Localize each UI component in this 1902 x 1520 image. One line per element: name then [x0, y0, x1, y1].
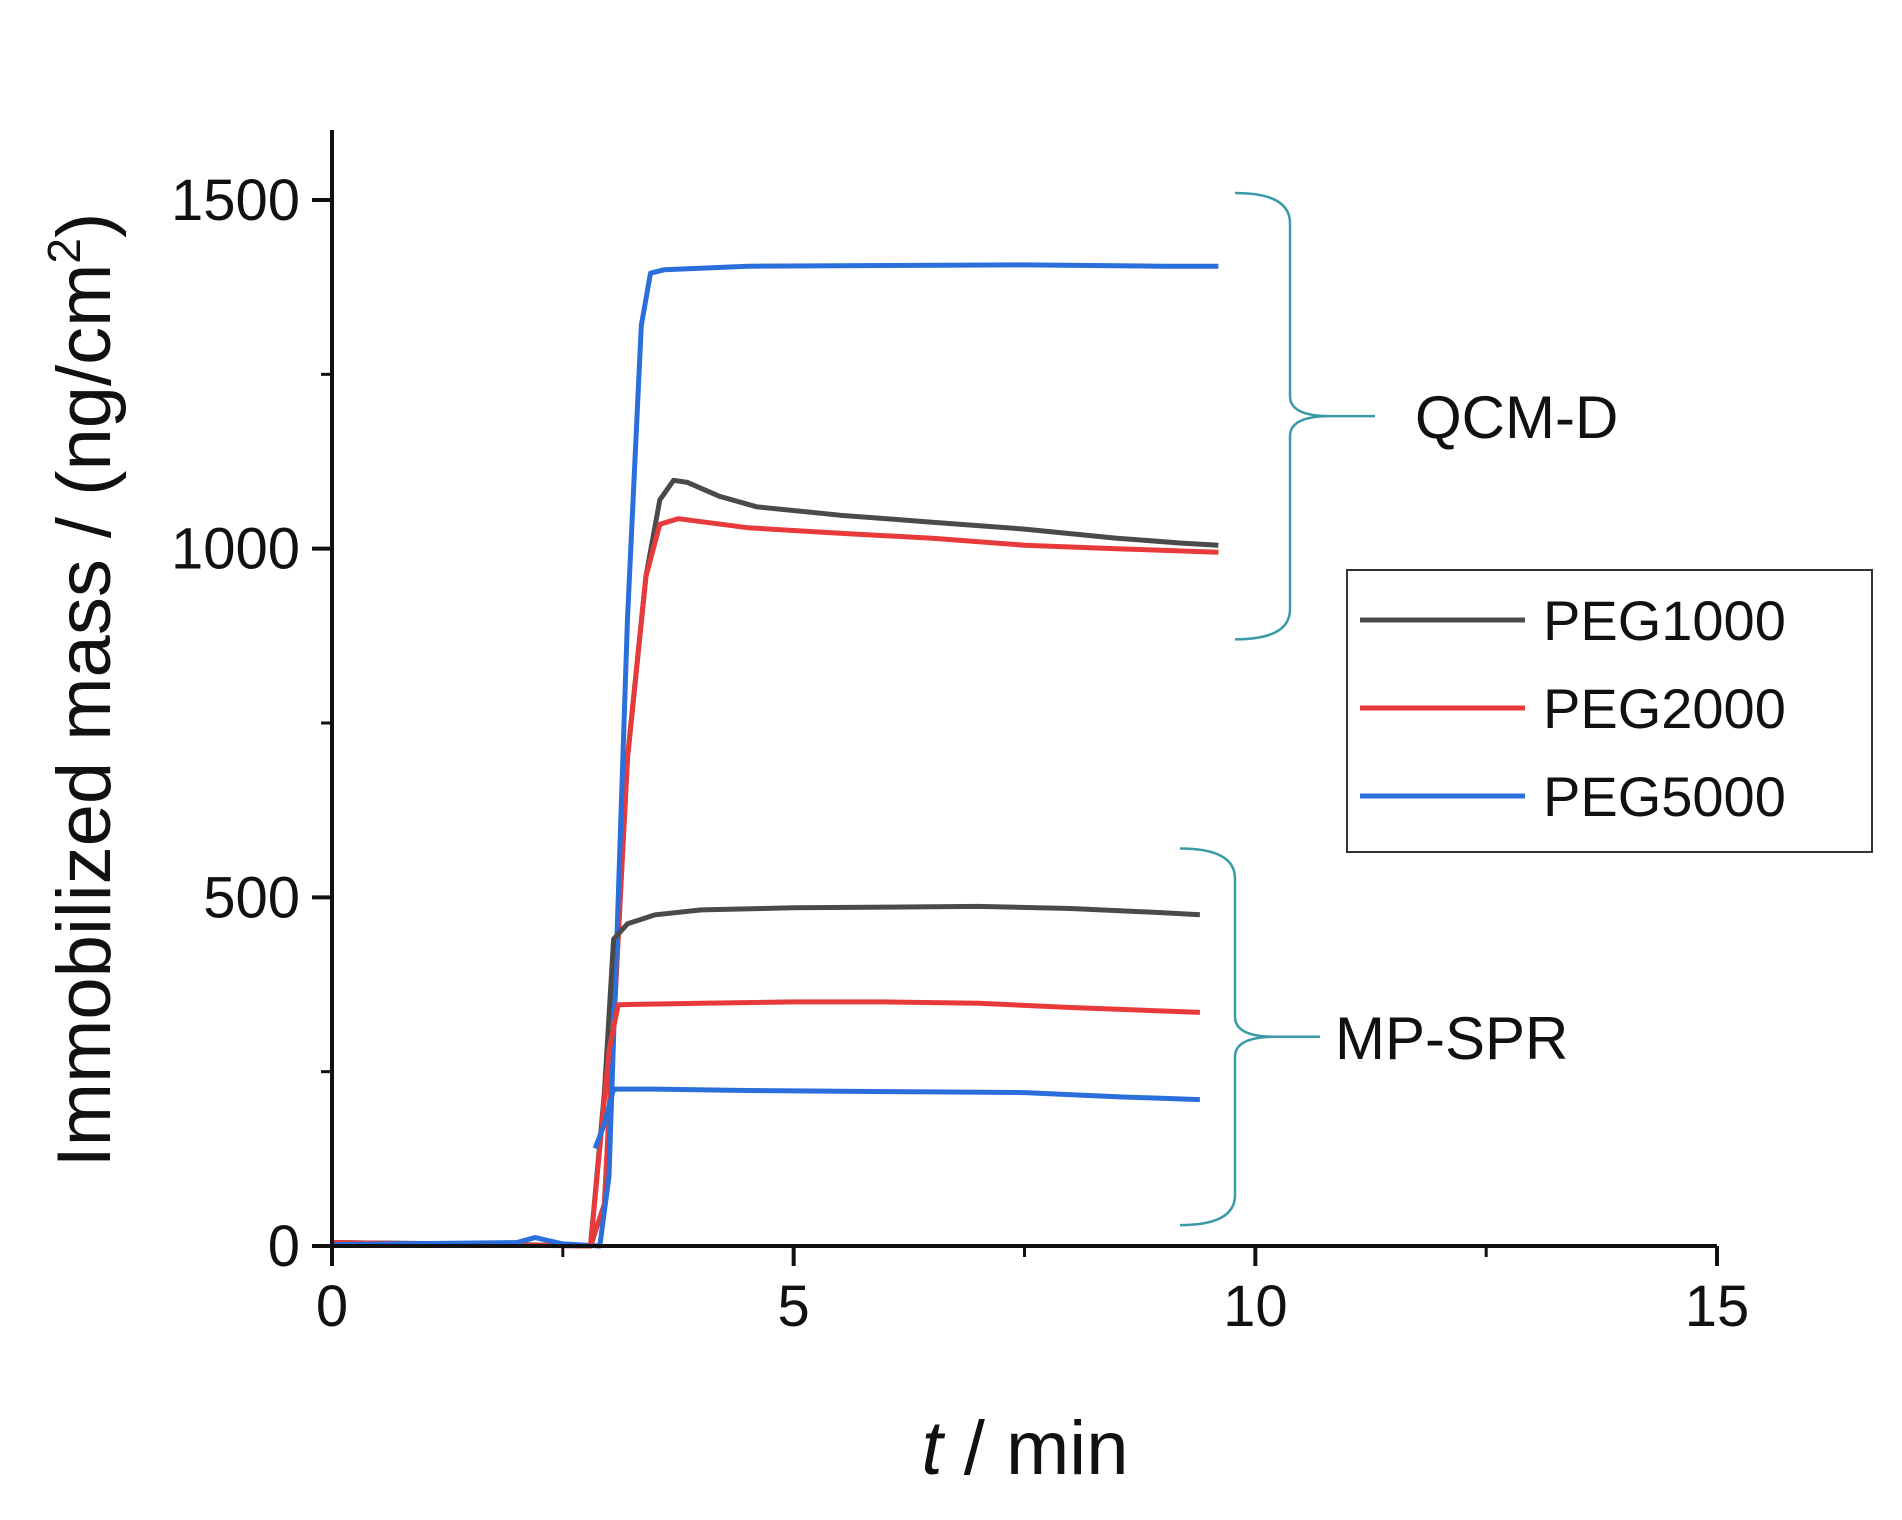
annotation-bracket [1179, 847, 1320, 1227]
y-axis-title-main: Immobilized mass / (ng/cm [42, 264, 127, 1168]
y-axis-title-close: ) [42, 213, 127, 238]
y-axis-title-superscript: 2 [38, 238, 90, 264]
series-line-peg1000-mp-spr [588, 903, 1201, 1247]
x-axis-title-italic: t [922, 1406, 946, 1491]
series-line-peg5000-qcm-d [331, 262, 1219, 1249]
legend-box [1346, 569, 1873, 853]
y-tick-label: 0 [268, 1214, 300, 1279]
x-tick-label: 0 [316, 1274, 348, 1339]
y-tick-label: 1000 [171, 517, 300, 582]
x-ticks: 0 5 10 15 [316, 1246, 1749, 1339]
series-layer [331, 262, 1219, 1249]
annotation-label: MP-SPR [1335, 1005, 1568, 1072]
y-tick-label: 500 [203, 865, 300, 930]
y-axis-title: Immobilized mass / (ng/cm2) [38, 213, 127, 1168]
series-line-peg5000-mp-spr [592, 1086, 1200, 1150]
x-tick-label: 15 [1685, 1274, 1750, 1339]
x-tick-label: 5 [778, 1274, 810, 1339]
x-tick-label: 10 [1223, 1274, 1288, 1339]
legend-label: PEG1000 [1543, 589, 1786, 652]
annotation-label: QCM-D [1415, 384, 1618, 451]
y-tick-label: 1500 [171, 168, 300, 233]
axes: 0 5 10 15 0 500 1000 1500 [171, 130, 1749, 1339]
x-axis-title: t / min [922, 1406, 1129, 1491]
series-line-peg2000-mp-spr [588, 999, 1200, 1247]
annotation-layer: QCM-D MP-SPR [1179, 191, 1618, 1227]
legend-label: PEG5000 [1543, 765, 1786, 828]
legend: PEG1000 PEG2000 PEG5000 [1346, 569, 1873, 853]
annotation-bracket [1234, 191, 1375, 641]
y-ticks: 0 500 1000 1500 [171, 168, 332, 1279]
x-axis-title-rest: / min [943, 1406, 1129, 1491]
legend-label: PEG2000 [1543, 677, 1786, 740]
